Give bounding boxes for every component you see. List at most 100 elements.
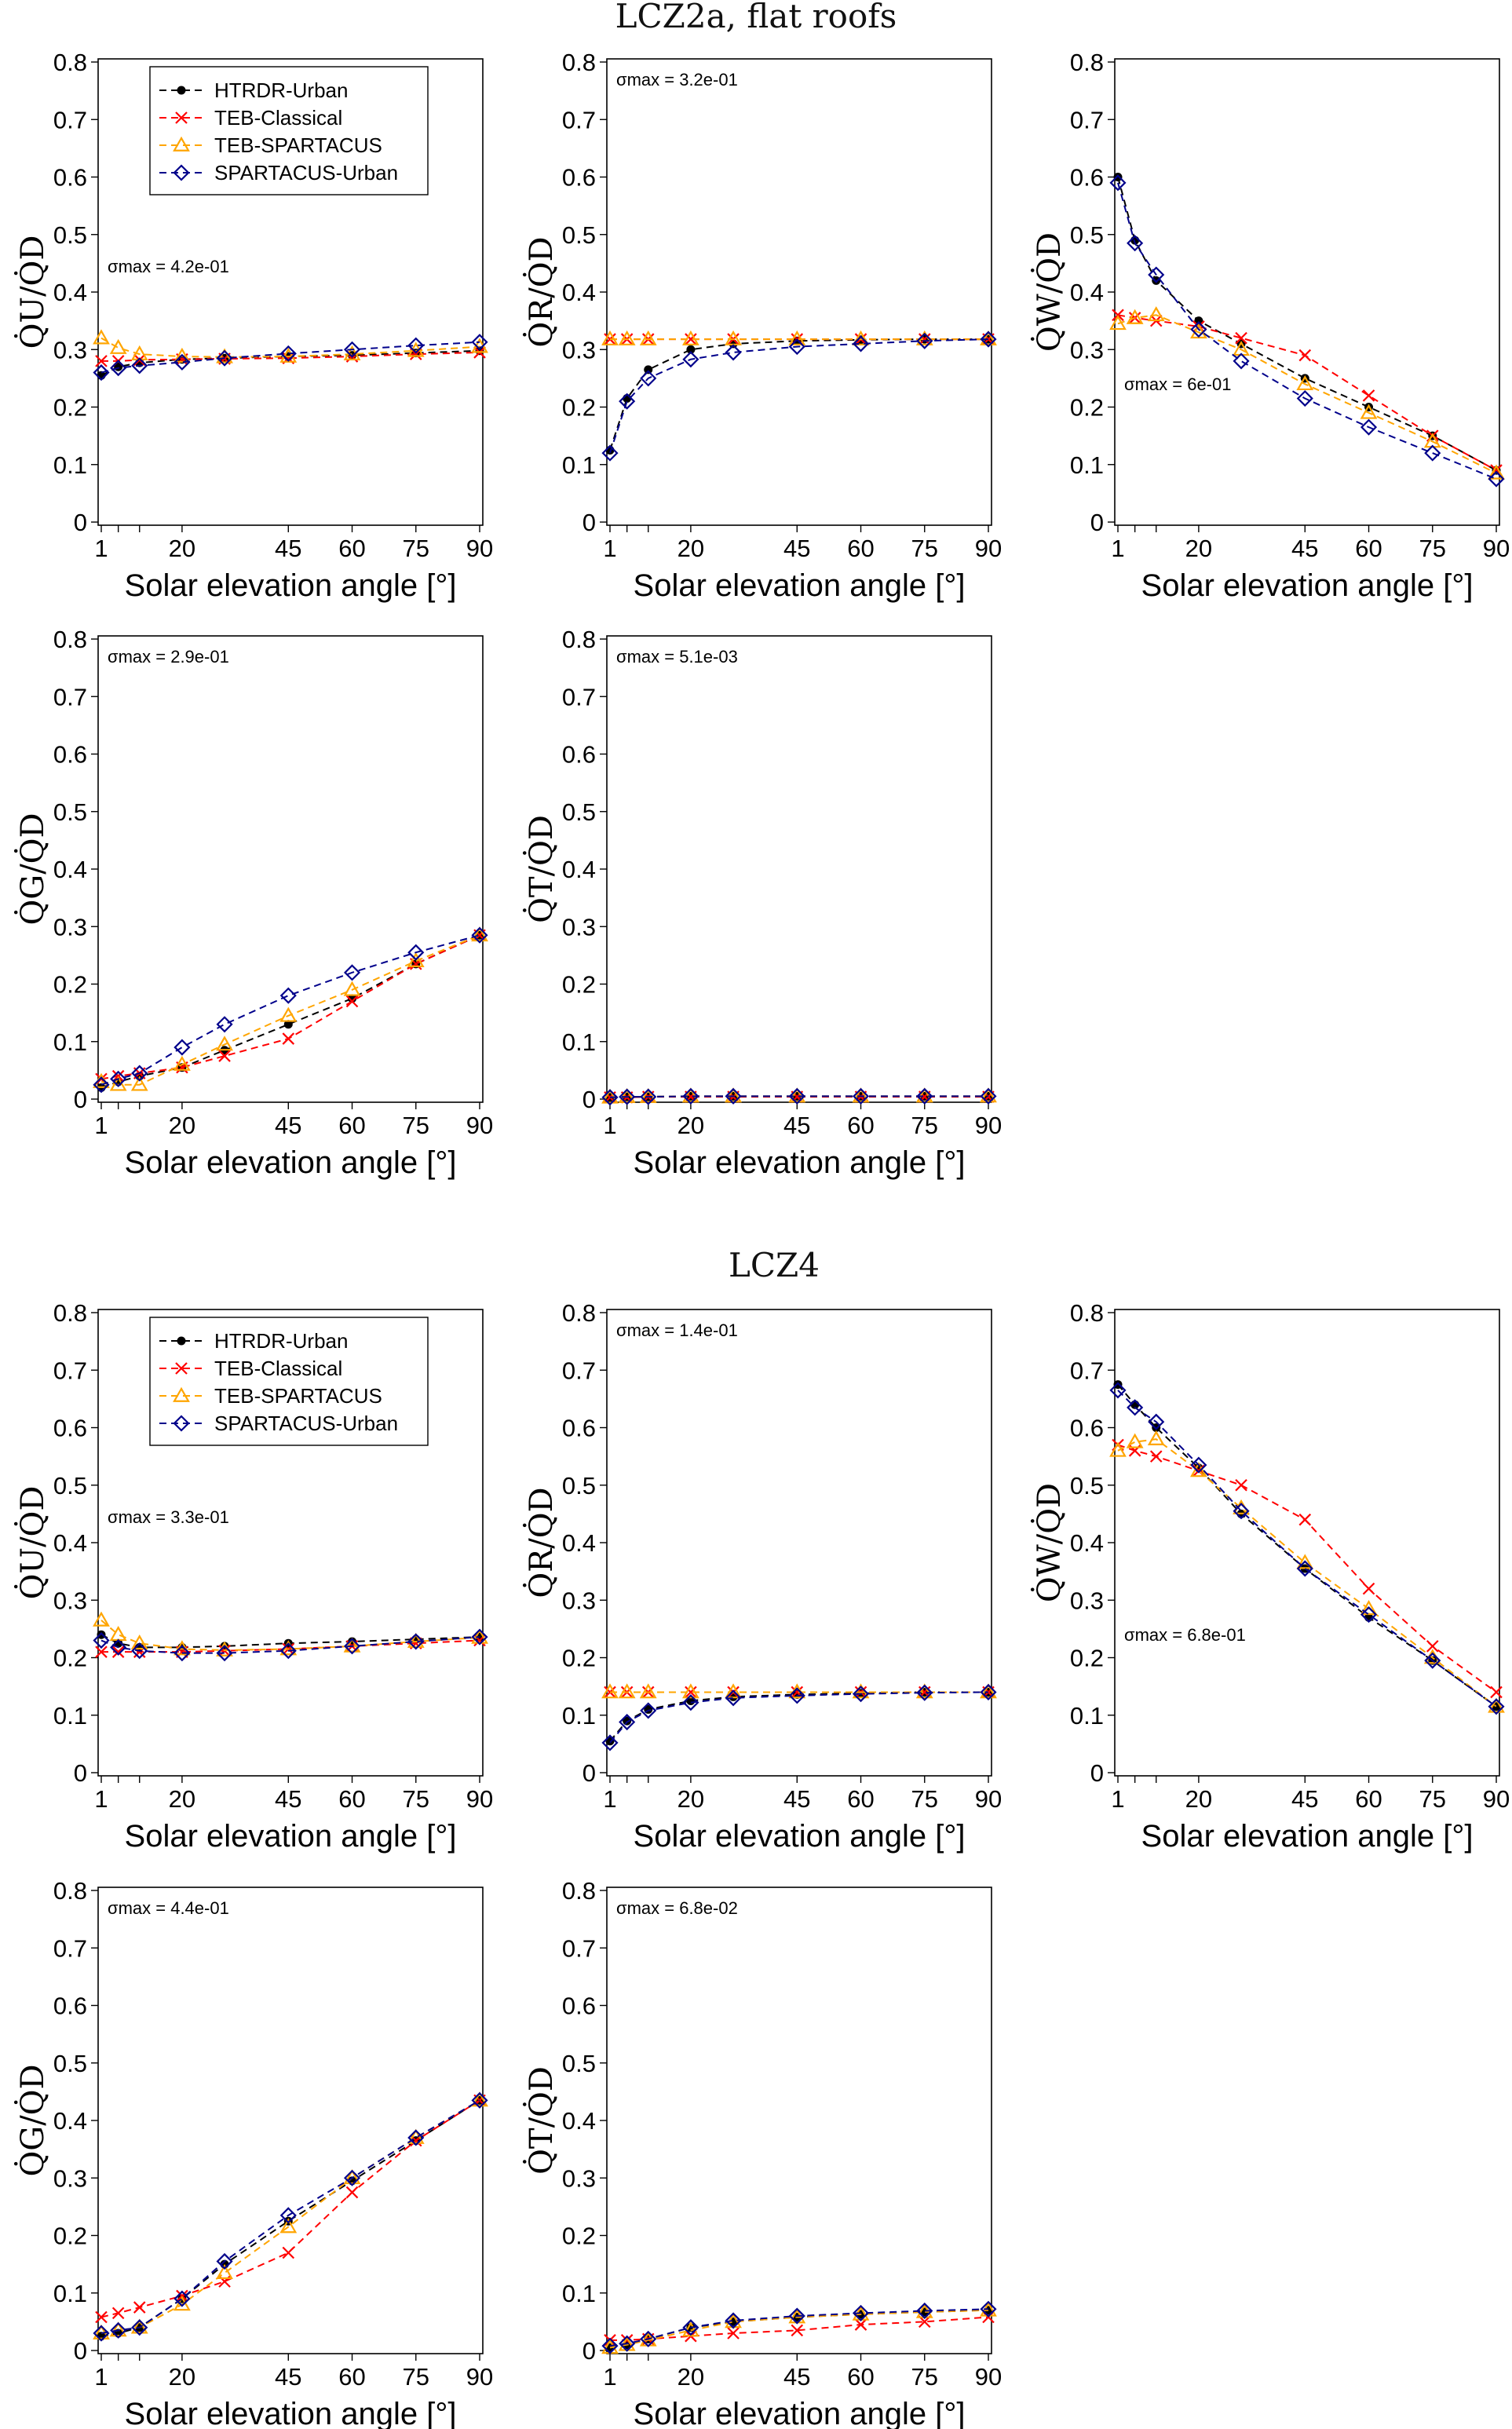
- x-tick-label: 75: [403, 1112, 429, 1139]
- data-point-teb-spartacus-shape: [173, 1055, 191, 1071]
- y-tick-label: 0: [583, 1759, 596, 1787]
- y-tick-label: 0.2: [562, 1645, 596, 1672]
- data-point-spartacus-urban: [1296, 389, 1313, 407]
- legend-label: TEB-Classical: [214, 106, 342, 130]
- data-point-teb-spartacus: [279, 2218, 298, 2234]
- data-point-spartacus-urban-shape: [407, 337, 425, 354]
- x-axis-label: Solar elevation angle [°]: [634, 2397, 966, 2429]
- data-point-teb-spartacus: [173, 1055, 191, 1071]
- data-point-spartacus-urban: [980, 1087, 997, 1105]
- data-point-spartacus-urban: [216, 2252, 233, 2270]
- data-point-teb-spartacus-shape: [109, 338, 127, 354]
- data-point-teb-classical-stroke-b: [282, 2246, 295, 2259]
- data-point-spartacus-urban: [619, 2335, 636, 2352]
- chart-panel-5: 0 0.1 0.2 0.3 0.4 0.5 0.6 0.7 0.8 1 20 45 60 75 90 Sola…: [523, 626, 1003, 1180]
- data-point-teb-spartacus: [109, 1076, 127, 1091]
- y-tick-label: 0.1: [53, 1028, 87, 1056]
- y-tick-label: 0.2: [53, 1645, 87, 1672]
- data-point-spartacus-urban: [852, 335, 870, 352]
- data-point-teb-spartacus-shape: [109, 1625, 127, 1642]
- y-tick-label: 0.4: [562, 2107, 596, 2135]
- data-point-spartacus-urban: [93, 1076, 110, 1094]
- data-point-teb-classical: [685, 1686, 697, 1699]
- x-tick-label: 20: [677, 2363, 704, 2391]
- data-point-spartacus-urban: [173, 1039, 191, 1056]
- y-tick-label: 0.5: [1070, 1472, 1104, 1499]
- legend-label: TEB-SPARTACUS: [214, 1384, 382, 1408]
- data-point-spartacus-urban: [682, 2319, 699, 2336]
- x-tick-label: 20: [169, 1112, 195, 1139]
- series-line-spartacus-urban: [100, 934, 480, 1086]
- data-point-teb-spartacus: [1147, 1430, 1165, 1446]
- data-point-spartacus-urban-shape: [279, 987, 297, 1004]
- y-tick-label: 0.4: [562, 856, 596, 883]
- data-point-htrdr-urban: [348, 994, 357, 1003]
- data-point-teb-classical-stroke-b: [111, 2307, 125, 2320]
- data-point-spartacus-urban-shape: [1424, 444, 1441, 462]
- chart-panel-6: 0 0.1 0.2 0.3 0.4 0.5 0.6 0.7 0.8 1 20 45 60 75 90 Sola…: [14, 1299, 494, 1854]
- x-tick-label: 1: [603, 535, 616, 562]
- data-point-teb-classical: [345, 995, 359, 1008]
- data-point-spartacus-urban: [343, 2169, 361, 2186]
- data-point-teb-spartacus-shape: [601, 330, 619, 345]
- data-point-teb-classical: [1298, 349, 1312, 362]
- data-point-spartacus-urban-shape: [471, 1628, 488, 1646]
- data-point-spartacus-urban-shape: [131, 1065, 148, 1082]
- data-point-teb-spartacus-shape: [93, 329, 110, 345]
- data-point-spartacus-urban-shape: [980, 1683, 997, 1701]
- data-point-teb-spartacus-shape: [1126, 309, 1144, 324]
- data-point-teb-spartacus: [601, 330, 619, 345]
- data-point-teb-spartacus-shape: [639, 1683, 657, 1699]
- y-tick-label: 0.8: [562, 1299, 596, 1327]
- x-tick-label: 75: [403, 1785, 429, 1813]
- legend-marker-stroke-b: [175, 111, 188, 124]
- data-point-spartacus-urban-shape: [1190, 321, 1207, 338]
- data-point-teb-spartacus: [407, 952, 425, 968]
- data-point-spartacus-urban: [1127, 235, 1144, 252]
- legend-marker-shape: [173, 1386, 190, 1402]
- data-point-teb-classical-stroke-b: [727, 2327, 740, 2340]
- section-title-lcz2a: LCZ2a, flat roofs: [615, 0, 897, 35]
- data-point-htrdr-urban-shape: [114, 1638, 123, 1648]
- data-point-spartacus-urban: [110, 1070, 127, 1087]
- data-point-spartacus-urban: [1296, 1560, 1313, 1577]
- sigma-max-label: σmax = 3.2e-01: [616, 70, 738, 89]
- data-point-teb-spartacus: [109, 2321, 127, 2337]
- y-tick-label: 0.8: [53, 1877, 87, 1905]
- data-point-spartacus-urban-shape: [93, 2325, 110, 2342]
- data-point-teb-spartacus: [343, 1637, 361, 1653]
- data-point-teb-spartacus: [788, 1087, 806, 1103]
- data-point-teb-spartacus-shape: [980, 1683, 997, 1699]
- x-tick-label: 20: [677, 1785, 704, 1813]
- data-point-teb-classical-stroke-b: [1235, 1478, 1247, 1492]
- x-tick-label: 45: [275, 1785, 301, 1813]
- data-point-teb-spartacus: [915, 1087, 933, 1103]
- data-point-spartacus-urban-shape: [788, 1687, 805, 1704]
- data-point-teb-spartacus: [173, 1640, 191, 1656]
- plot-frame: [1114, 1309, 1500, 1777]
- data-point-spartacus-urban-shape: [93, 363, 110, 382]
- data-point-teb-classical: [95, 355, 108, 367]
- y-tick-label: 0.1: [53, 2280, 87, 2307]
- y-tick-label: 0.8: [53, 626, 87, 653]
- data-point-spartacus-urban: [1190, 321, 1207, 338]
- chart-panel-3: 0 0.1 0.2 0.3 0.4 0.5 0.6 0.7 0.8 1 20 45 60 75 90 Sola…: [1031, 49, 1510, 603]
- legend-marker: [177, 86, 186, 95]
- series-line-teb-classical: [100, 934, 480, 1080]
- data-point-teb-classical-stroke-b: [345, 995, 359, 1008]
- y-axis-label: Q̇G/Q̇D: [14, 2064, 51, 2176]
- legend-label: HTRDR-Urban: [214, 79, 348, 102]
- data-point-teb-spartacus-shape: [130, 1634, 148, 1650]
- data-point-spartacus-urban-shape: [852, 335, 870, 352]
- y-tick-label: 0.2: [1070, 1645, 1104, 1672]
- plot-frame: [606, 1309, 992, 1777]
- data-point-spartacus-urban-shape: [407, 1633, 425, 1650]
- data-point-spartacus-urban-shape: [279, 2207, 297, 2224]
- x-axis-label: Solar elevation angle [°]: [634, 1819, 966, 1854]
- y-tick-label: 0: [74, 509, 87, 536]
- data-point-teb-spartacus: [618, 1683, 636, 1699]
- data-point-spartacus-urban-shape: [916, 2302, 933, 2320]
- data-point-teb-spartacus-shape: [216, 348, 233, 363]
- data-point-spartacus-urban: [1127, 1399, 1144, 1416]
- x-axis-label: Solar elevation angle [°]: [634, 568, 966, 603]
